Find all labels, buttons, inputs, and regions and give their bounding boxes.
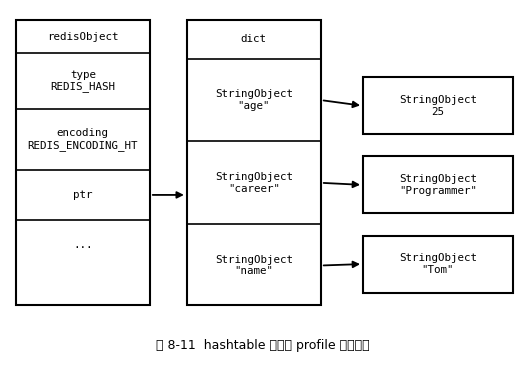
Text: ptr: ptr bbox=[73, 190, 93, 200]
Bar bbox=[187, 20, 321, 305]
Bar bbox=[363, 156, 513, 213]
Text: redisObject: redisObject bbox=[47, 32, 118, 42]
Text: ...: ... bbox=[73, 240, 93, 250]
Bar bbox=[363, 77, 513, 134]
Text: StringObject
"Tom": StringObject "Tom" bbox=[399, 253, 477, 275]
Text: StringObject
25: StringObject 25 bbox=[399, 95, 477, 117]
Text: StringObject
"career": StringObject "career" bbox=[215, 172, 293, 194]
Text: encoding
REDIS_ENCODING_HT: encoding REDIS_ENCODING_HT bbox=[27, 128, 138, 151]
Text: StringObject
"age": StringObject "age" bbox=[215, 89, 293, 111]
Text: StringObject
"name": StringObject "name" bbox=[215, 255, 293, 276]
Bar bbox=[363, 236, 513, 293]
Text: 图 8-11  hashtable 编码的 profile 哈希对象: 图 8-11 hashtable 编码的 profile 哈希对象 bbox=[156, 339, 370, 353]
Text: dict: dict bbox=[241, 35, 267, 45]
Bar bbox=[16, 20, 150, 305]
Text: StringObject
"Programmer": StringObject "Programmer" bbox=[399, 174, 477, 196]
Text: type
REDIS_HASH: type REDIS_HASH bbox=[50, 70, 115, 92]
